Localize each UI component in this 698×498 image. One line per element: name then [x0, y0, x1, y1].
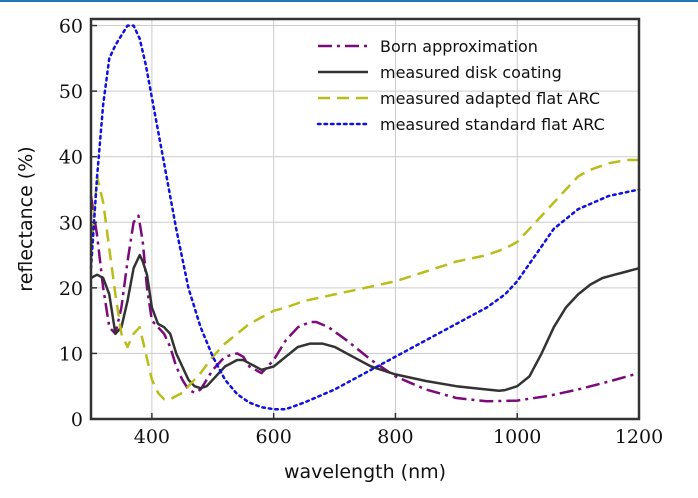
- ticks: 400 600 800 1000 1200 0 10 20 30 40 50 60: [59, 16, 663, 448]
- y-tick-label: 20: [59, 278, 83, 300]
- top-accent-line: [0, 0, 698, 2]
- series-line-4: [89, 24, 641, 411]
- y-tick-label: 60: [59, 16, 83, 38]
- x-tick-label: 1200: [615, 426, 663, 448]
- legend-label-4: measured standard flat ARC: [380, 115, 605, 134]
- y-tick-label: 30: [59, 212, 83, 234]
- y-tick-label: 40: [59, 147, 83, 169]
- x-tick-label: 400: [134, 426, 170, 448]
- legend: Born approximation measured disk coating m…: [316, 37, 605, 134]
- series-line-2: [90, 253, 640, 393]
- x-tick-label: 1000: [493, 426, 541, 448]
- y-tick-label: 10: [59, 343, 83, 365]
- plot-frame: [89, 17, 641, 421]
- series-line-3: [89, 158, 639, 401]
- series-group: [89, 24, 641, 411]
- series-line-1: [89, 195, 640, 403]
- legend-label-3: measured adapted flat ARC: [380, 89, 600, 108]
- x-tick-label: 800: [377, 426, 413, 448]
- x-tick-label: 600: [256, 426, 292, 448]
- y-tick-label: 0: [71, 409, 83, 431]
- x-axis-label: wavelength (nm): [284, 461, 446, 483]
- y-tick-label: 50: [59, 81, 83, 103]
- y-axis-label: reflectance (%): [15, 146, 37, 291]
- legend-label-2: measured disk coating: [380, 63, 562, 82]
- legend-label-1: Born approximation: [380, 37, 538, 56]
